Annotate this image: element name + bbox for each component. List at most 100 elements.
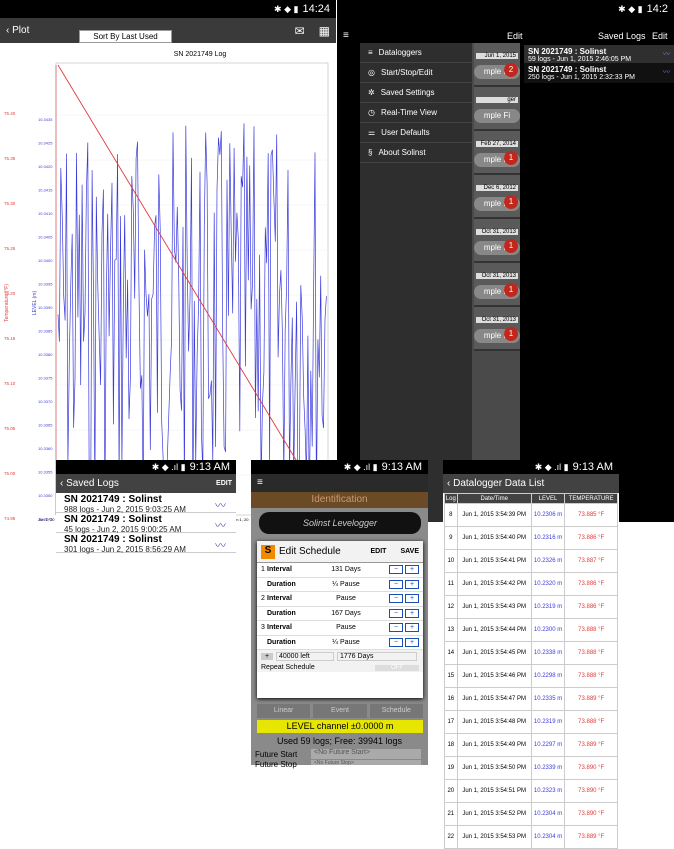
drawer-item[interactable]: § About Solinst (360, 143, 472, 163)
log-subtitle: 45 logs - Jun 2, 2015 9:00:25 AM (64, 525, 182, 534)
signal-icon: 〰 (663, 51, 670, 58)
log-title: SN 2021749 : Solinst (528, 65, 607, 74)
minus-button[interactable]: − (389, 623, 403, 633)
row-value[interactable]: Pause (336, 624, 356, 632)
table-row[interactable]: 12 Jun 1, 2015 3:54:43 PM 10.2319 m 73.886 … (444, 595, 618, 619)
minus-button[interactable]: − (389, 637, 403, 647)
logger-card[interactable]: Oct 31, 2013 mple Fi 1 (474, 219, 520, 263)
back-button[interactable]: ‹ Datalogger Data List (447, 478, 545, 489)
row-value[interactable]: 131 Days (331, 566, 361, 574)
row-value[interactable]: Pause (336, 595, 356, 603)
plus-button[interactable]: + (405, 565, 419, 575)
save-button[interactable]: SAVE (400, 548, 419, 555)
repeat-label: Repeat Schedule (261, 664, 315, 671)
edit-button[interactable]: EDIT (370, 548, 387, 555)
datetime-cell: Jun 1, 2015 3:54:40 PM (456, 526, 532, 550)
list-item[interactable]: SN 2021749 : Solinst 988 logs - Jun 2, 20… (56, 493, 236, 514)
drawer-item[interactable]: ◎ Start/Stop/Edit (360, 63, 472, 83)
log-cell: 16 (444, 687, 458, 711)
row-key: Interval (267, 624, 292, 632)
edit-button[interactable]: EDIT (216, 480, 232, 487)
drawer-icon: ◷ (368, 108, 375, 117)
level-cell: 10.2316 m (530, 526, 566, 550)
log-subtitle: 301 logs - Jun 2, 2015 8:56:29 AM (64, 545, 186, 554)
minus-button[interactable]: − (389, 579, 403, 589)
logger-card[interactable]: ger mple Fi (474, 87, 520, 131)
table-row[interactable]: 17 Jun 1, 2015 3:54:48 PM 10.2319 m 73.888 … (444, 710, 618, 734)
plus-button[interactable]: + (405, 608, 419, 618)
drawer-label: Start/Stop/Edit (380, 68, 433, 77)
level-tick-label: 10.3350 (38, 493, 53, 498)
list-item[interactable]: SN 2021749 : Solinst 45 logs - Jun 2, 201… (56, 513, 236, 534)
list-item[interactable]: SN 2021749 : Solinst 301 logs - Jun 2, 20… (56, 533, 236, 554)
plus-button[interactable]: + (405, 637, 419, 647)
row-key: Duration (267, 609, 296, 617)
edit-schedule-dialog: S Edit Schedule EDIT SAVE 1 Interval 131 D… (257, 541, 423, 698)
table-row[interactable]: 10 Jun 1, 2015 3:54:41 PM 10.2326 m 73.887 … (444, 549, 618, 573)
row-value[interactable]: ¼ Pause (332, 638, 360, 646)
table-row[interactable]: 9 Jun 1, 2015 3:54:40 PM 10.2316 m 73.886 °… (444, 526, 618, 550)
menu-icon[interactable]: ≡ (251, 474, 428, 492)
tablet-log-row[interactable]: SN 2021749 : Solinst 250 logs - Jun 1, 20… (524, 63, 674, 83)
datetime-cell: Jun 1, 2015 3:54:39 PM (456, 503, 532, 527)
minus-button[interactable]: − (389, 594, 403, 604)
logger-card[interactable]: Jun 1, 2015 mple Fi 2 (474, 43, 520, 87)
plus-button[interactable]: + (405, 579, 419, 589)
tablet-log-row[interactable]: SN 2021749 : Solinst 59 logs - Jun 1, 201… (524, 45, 674, 65)
schedule-row: 1 Interval 131 Days − + (257, 563, 423, 578)
drawer-item[interactable]: ≡ Dataloggers (360, 43, 472, 63)
back-button[interactable]: ‹ Saved Logs (60, 478, 119, 489)
table-row[interactable]: 18 Jun 1, 2015 3:54:49 PM 10.2297 m 73.889 … (444, 733, 618, 757)
alert-badge: 1 (504, 151, 518, 165)
plus-button[interactable]: + (405, 594, 419, 604)
level-tick-label: 10.3390 (38, 305, 53, 310)
table-row[interactable]: 19 Jun 1, 2015 3:54:50 PM 10.2339 m 73.890 … (444, 756, 618, 780)
logger-card[interactable]: Oct 31, 2013 mple Fi 1 (474, 307, 520, 351)
tab-linear[interactable]: Linear (257, 704, 311, 718)
tab-schedule[interactable]: Schedule (369, 704, 423, 718)
table-row[interactable]: 13 Jun 1, 2015 3:54:44 PM 10.2300 m 73.888 … (444, 618, 618, 642)
table-row[interactable]: 22 Jun 1, 2015 3:54:53 PM 10.2304 m 73.889 … (444, 825, 618, 849)
table-row[interactable]: 15 Jun 1, 2015 3:54:46 PM 10.2298 m 73.888 … (444, 664, 618, 688)
future-stop-field[interactable]: <No Future Stop> (311, 760, 421, 765)
row-value[interactable]: ¼ Pause (332, 580, 360, 588)
logger-card[interactable]: Dec 6, 2012 mple Fi 1 (474, 175, 520, 219)
drawer-item[interactable]: ⚌ User Defaults (360, 123, 472, 143)
level-tick-label: 10.3365 (38, 423, 53, 428)
temp-axis-label: Temperature (°F) (4, 284, 10, 322)
level-cell: 10.2323 m (530, 779, 566, 803)
alert-badge: 1 (504, 195, 518, 209)
card-date: Dec 6, 2012 (476, 185, 518, 191)
minus-button[interactable]: − (389, 565, 403, 575)
table-row[interactable]: 21 Jun 1, 2015 3:54:52 PM 10.2304 m 73.890 … (444, 802, 618, 826)
email-icon[interactable]: ✉ (294, 23, 305, 38)
datetime-cell: Jun 1, 2015 3:54:48 PM (456, 710, 532, 734)
row-number: 2 (261, 595, 265, 603)
level-tick-label: 10.3370 (38, 399, 53, 404)
add-icon[interactable]: + (261, 653, 273, 660)
table-row[interactable]: 8 Jun 1, 2015 3:54:39 PM 10.2306 m 73.885 °… (444, 503, 618, 527)
sort-button[interactable]: Sort By Last Used (79, 30, 172, 43)
plus-button[interactable]: + (405, 623, 419, 633)
minus-button[interactable]: − (389, 608, 403, 618)
future-start-field[interactable]: <No Future Start> (311, 749, 421, 759)
table-row[interactable]: 11 Jun 1, 2015 3:54:42 PM 10.2320 m 73.886 … (444, 572, 618, 596)
data-table: Log Date/Time LEVEL TEMPERATURE 8 Jun 1, 201… (444, 493, 618, 849)
logger-card[interactable]: Feb 27, 2014 mple Fi 1 (474, 131, 520, 175)
edit-button[interactable]: Edit (507, 31, 523, 41)
saved-logs-header: ‹ Saved Logs EDIT (56, 474, 236, 493)
repeat-toggle[interactable]: OFF (375, 664, 419, 671)
menu-icon[interactable]: ≡ (343, 30, 349, 41)
table-row[interactable]: 16 Jun 1, 2015 3:54:47 PM 10.2335 m 73.889 … (444, 687, 618, 711)
table-row[interactable]: 14 Jun 1, 2015 3:54:45 PM 10.2338 m 73.888 … (444, 641, 618, 665)
table-icon[interactable]: ▦ (318, 23, 330, 38)
drawer-item[interactable]: ✲ Saved Settings (360, 83, 472, 103)
tab-event[interactable]: Event (313, 704, 367, 718)
drawer-item[interactable]: ◷ Real-Time View (360, 103, 472, 123)
edit-logs-button[interactable]: Edit (652, 31, 668, 41)
table-row[interactable]: 20 Jun 1, 2015 3:54:51 PM 10.2323 m 73.890 … (444, 779, 618, 803)
back-button[interactable]: ‹ Plot (6, 25, 30, 36)
row-value[interactable]: 167 Days (331, 609, 361, 617)
temp-tick-label: 74.95 (4, 516, 16, 521)
logger-card[interactable]: Oct 31, 2013 mple Fi 1 (474, 263, 520, 307)
